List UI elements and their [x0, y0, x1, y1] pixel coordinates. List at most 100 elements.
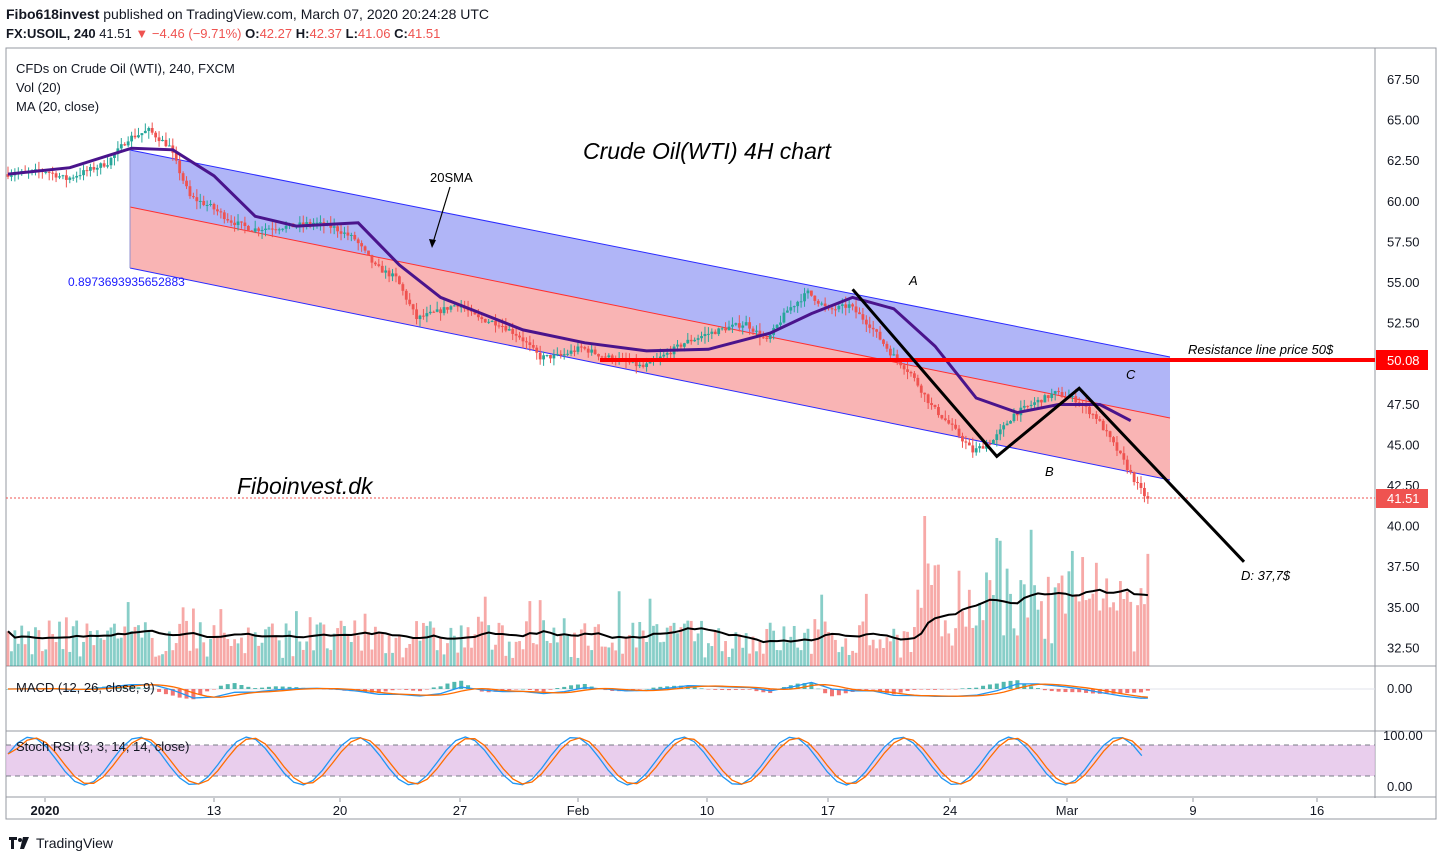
- candle-body: [641, 364, 645, 367]
- volume-bar: [40, 651, 44, 666]
- candle-body: [1098, 418, 1102, 421]
- volume-bar: [209, 638, 212, 666]
- volume-bar: [487, 625, 491, 666]
- candle-body: [758, 330, 762, 338]
- ma-label[interactable]: MA (20, close): [16, 99, 99, 114]
- macd-bar: [260, 687, 265, 689]
- volume-bar: [916, 589, 920, 666]
- macd-bar: [946, 689, 951, 690]
- volume-bar: [614, 650, 618, 666]
- candle-body: [779, 322, 782, 325]
- macd-bar: [816, 688, 821, 690]
- candle-body: [264, 228, 267, 230]
- candle-body: [727, 326, 731, 331]
- candle-body: [816, 300, 820, 304]
- time-axis[interactable]: 2020 13 20 27 Feb 10 17 24 Mar 9 16: [31, 798, 1325, 818]
- candle-body: [707, 333, 710, 335]
- candle-body: [253, 228, 257, 232]
- symbol-label[interactable]: FX:USOIL, 240: [6, 26, 96, 41]
- abcd-pattern[interactable]: [851, 288, 1246, 563]
- volume-bar: [501, 625, 504, 666]
- candle-body: [679, 344, 683, 347]
- candle-body: [950, 423, 954, 425]
- volume-bar: [446, 643, 449, 666]
- candle-body: [888, 348, 892, 356]
- volume-bar: [370, 649, 374, 666]
- volume-bar: [566, 635, 570, 666]
- main-pane-title[interactable]: CFDs on Crude Oil (WTI), 240, FXCM: [16, 61, 235, 76]
- volume-bar: [401, 657, 405, 666]
- volume-bar: [961, 611, 964, 666]
- volume-bar: [1094, 562, 1098, 666]
- low-value: 41.06: [357, 26, 391, 41]
- candle-body: [473, 310, 477, 315]
- candle-body: [109, 157, 113, 166]
- candle-body: [202, 200, 206, 206]
- candle-body: [1074, 396, 1078, 403]
- volume-bar: [717, 628, 721, 666]
- time-tick: Feb: [567, 803, 589, 818]
- tradingview-logo[interactable]: TradingView: [8, 835, 113, 851]
- candle-body: [875, 329, 879, 332]
- stoch-label[interactable]: Stoch RSI (3, 3, 14, 14, close): [16, 739, 189, 754]
- volume-bar: [1009, 593, 1012, 666]
- candle-body: [562, 354, 566, 356]
- candle-body: [998, 429, 1002, 435]
- candle-body: [236, 221, 240, 226]
- macd-bar: [747, 689, 752, 690]
- candle-body: [64, 175, 68, 180]
- candle-body: [755, 330, 758, 332]
- candle-body: [305, 222, 309, 225]
- volume-bar: [799, 650, 803, 666]
- volume-bar: [518, 641, 521, 666]
- candle-body: [538, 352, 542, 360]
- candle-body: [102, 163, 106, 167]
- author-name[interactable]: Fibo618invest: [6, 6, 100, 22]
- volume-bar: [703, 657, 707, 666]
- macd-bar: [1042, 689, 1047, 691]
- macd-axis[interactable]: 0.00: [1387, 681, 1412, 696]
- stoch-axis[interactable]: 100.00 0.00: [1383, 728, 1423, 794]
- candle-body: [85, 170, 89, 172]
- macd-bar: [225, 684, 230, 689]
- candle-body: [792, 306, 796, 308]
- volume-label[interactable]: Vol (20): [16, 80, 61, 95]
- macd-label[interactable]: MACD (12, 26, close, 9): [16, 680, 155, 695]
- candle-body: [967, 442, 971, 446]
- volume-bar: [133, 626, 137, 666]
- candle-body: [669, 352, 673, 355]
- volume-bar: [171, 650, 175, 666]
- candle-body: [487, 321, 491, 323]
- volume-bar: [415, 621, 418, 666]
- macd-bar: [981, 685, 986, 689]
- macd-bar: [1070, 689, 1075, 693]
- candle-body: [902, 365, 906, 370]
- volume-bar: [610, 642, 614, 666]
- volume-bar: [693, 641, 697, 666]
- candle-body: [257, 228, 261, 231]
- volume-bar: [20, 625, 24, 666]
- macd-bar: [266, 686, 271, 689]
- volume-bar: [1139, 588, 1143, 666]
- volume-bar: [875, 648, 879, 666]
- volume-bar: [202, 642, 206, 666]
- candle-body: [349, 234, 353, 236]
- macd-bar: [830, 689, 834, 697]
- candle-body: [717, 328, 721, 335]
- volume-bar: [672, 622, 676, 666]
- macd-bar: [404, 689, 409, 690]
- candle-body: [1040, 399, 1043, 403]
- volume-bar: [696, 633, 700, 666]
- macd-bar: [843, 689, 848, 694]
- candle-body: [803, 293, 806, 302]
- volume-bar: [85, 623, 89, 666]
- candle-body: [607, 355, 611, 358]
- macd-bar: [129, 686, 134, 689]
- candle-body: [284, 225, 288, 229]
- candle-body: [188, 186, 192, 197]
- candle-body: [476, 314, 480, 318]
- candle-body: [806, 290, 810, 294]
- channel-mid-line: [129, 206, 1171, 419]
- volume-bar: [64, 617, 68, 666]
